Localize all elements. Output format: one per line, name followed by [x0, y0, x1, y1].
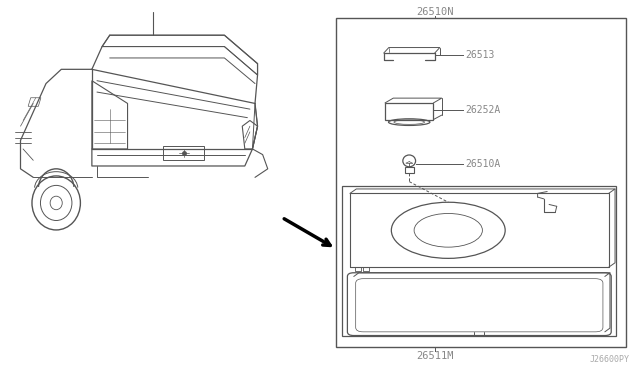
Bar	[342, 186, 616, 336]
Bar	[336, 18, 626, 347]
Text: 26511M: 26511M	[416, 351, 454, 361]
Text: 26510N: 26510N	[416, 7, 454, 17]
Text: 26252A: 26252A	[465, 105, 500, 115]
Text: 26510A: 26510A	[465, 159, 500, 169]
Text: J26600PY: J26600PY	[589, 355, 629, 364]
Text: 26513: 26513	[465, 50, 495, 60]
